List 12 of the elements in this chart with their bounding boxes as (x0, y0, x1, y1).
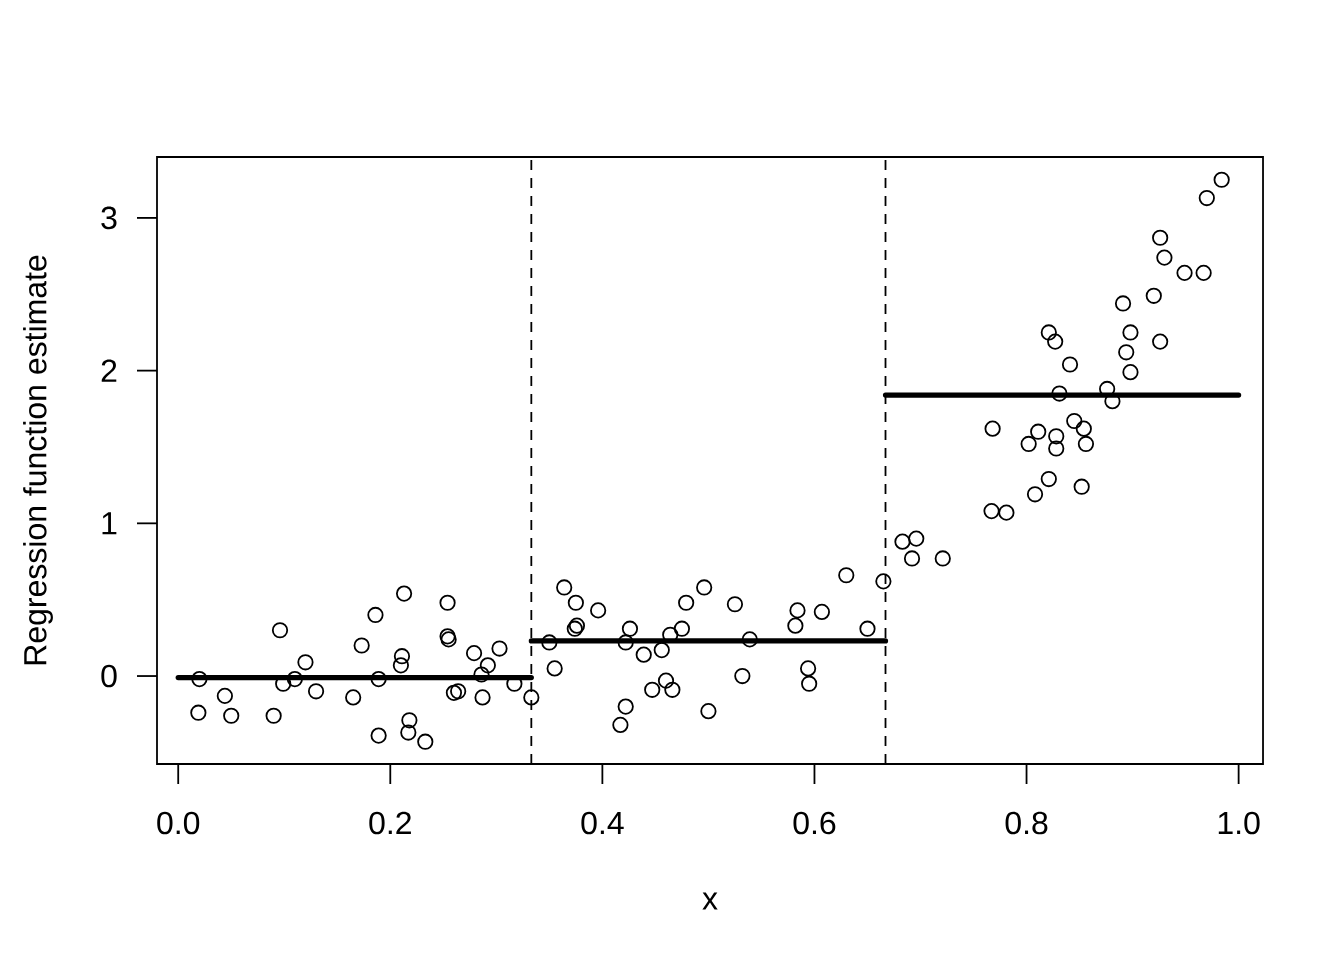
y-tick-label: 0 (101, 664, 117, 688)
x-tick-label: 0.8 (1005, 811, 1048, 835)
x-tick-label: 0.4 (581, 811, 624, 835)
x-tick-label: 0.6 (793, 811, 836, 835)
x-axis-title: x (702, 892, 718, 910)
x-tick-label: 0.2 (369, 811, 411, 835)
y-tick-label: 1 (102, 512, 117, 535)
y-tick-label: 2 (101, 359, 117, 382)
x-tick-label: 1.0 (1218, 811, 1260, 835)
x-tick-label: 0.0 (157, 811, 200, 835)
y-tick-label: 3 (101, 206, 117, 230)
y-axis-title: Regression function estimate (23, 255, 53, 665)
